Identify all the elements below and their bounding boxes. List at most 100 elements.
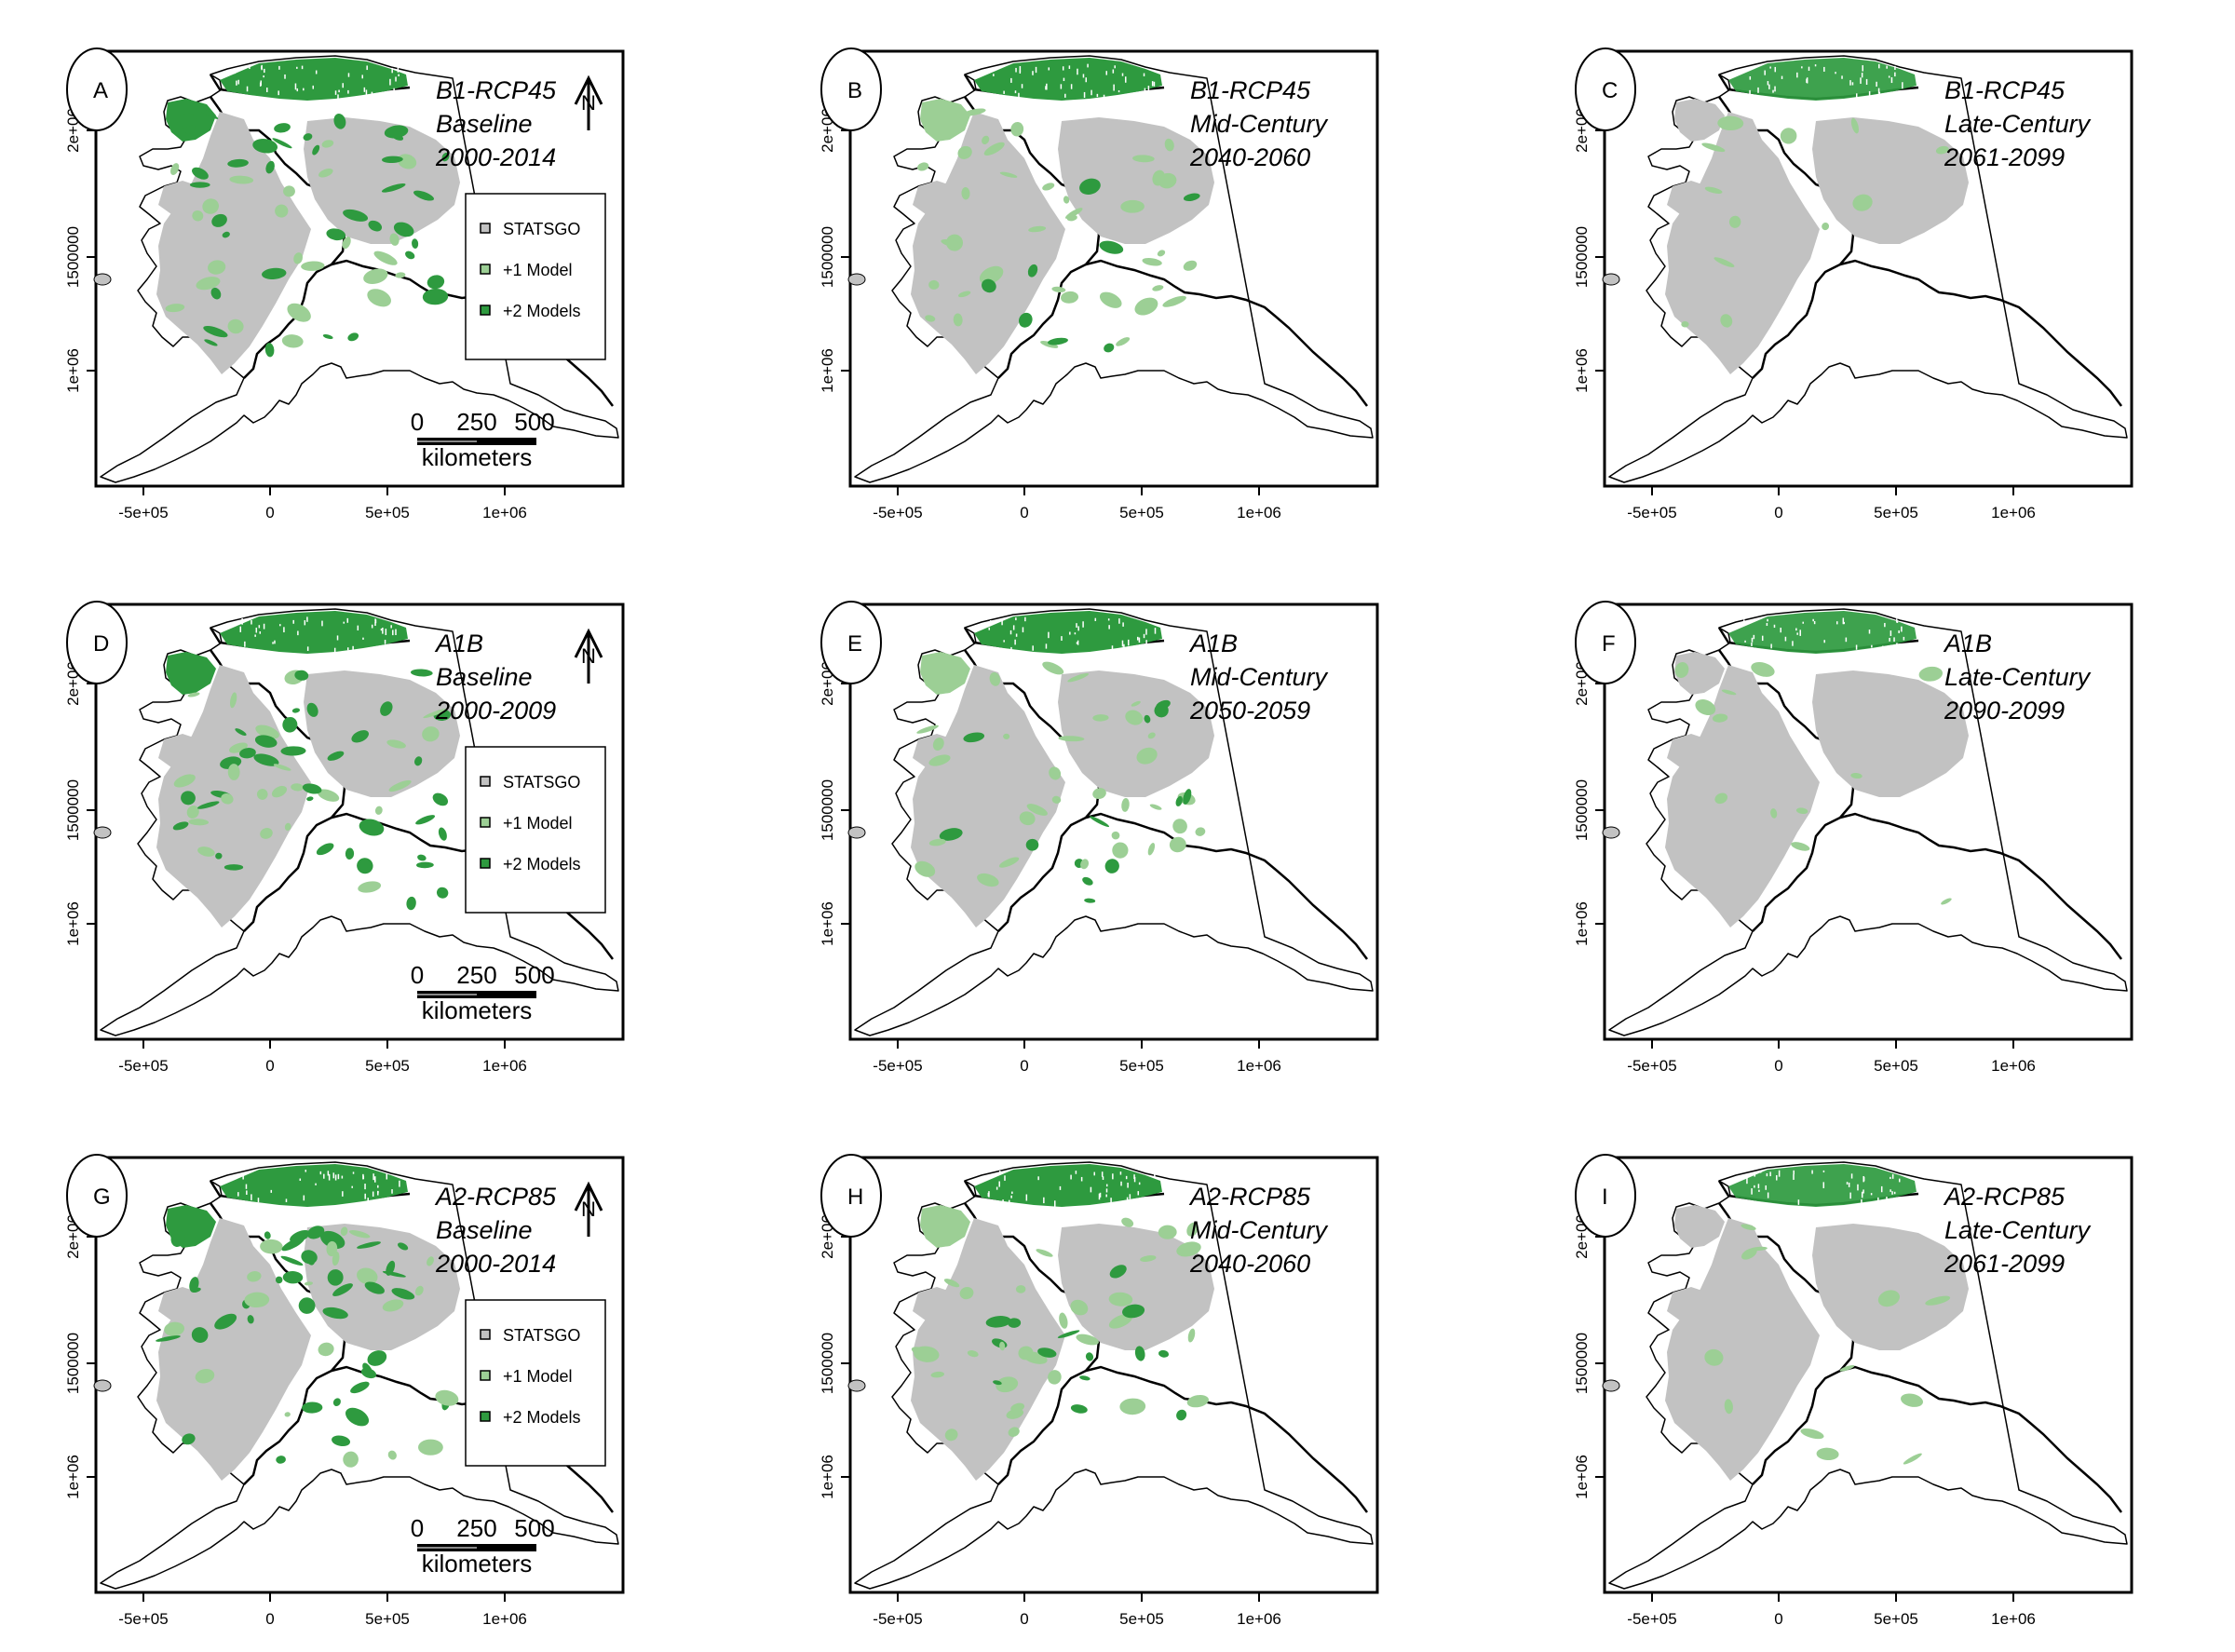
lake-gap [304,620,306,626]
lake-gap [1768,84,1770,89]
vegetation-patch [287,303,311,322]
vegetation-patch [1116,337,1131,346]
vegetation-patch [985,1316,1011,1328]
vegetation-patch [427,1256,434,1266]
x-tick-label: -5e+05 [873,1610,922,1628]
scale-tick-label: 250 [456,961,496,989]
vegetation-patch [963,108,986,116]
lake-gap [1784,636,1787,642]
vegetation-patch [272,138,292,149]
lake-gap [327,1171,330,1176]
lake-gap [342,83,344,88]
lake-gap [1061,636,1063,641]
vegetation-patch [345,847,355,860]
x-tick-label: 5e+05 [365,504,410,521]
vegetation-patch [189,182,210,188]
lake-gap [1068,65,1071,69]
lake-gap [389,78,391,86]
vegetation-patch [319,1230,345,1249]
y-tick-label: 1500000 [819,779,836,841]
vegetation-patch [1085,1352,1094,1361]
years-label: 2000-2014 [435,1250,556,1278]
vegetation-patch [1111,831,1120,840]
lake-gap [1003,90,1005,94]
vegetation-patch [1061,291,1079,304]
statsgo-area [304,117,460,244]
statsgo-area [1665,1218,1820,1481]
vegetation-patch [1750,1246,1768,1252]
vegetation-patch [955,107,962,118]
vegetation-patch [387,1450,397,1460]
panel-letter-badge: E [820,601,882,684]
vegetation-patch [1728,215,1741,228]
vegetation-patch [386,739,406,749]
lake-gap [246,86,249,92]
panel-letter: D [93,631,109,657]
lake-gap [374,621,376,627]
north-arrow: N [574,74,603,130]
vegetation-patch [244,1292,270,1308]
vegetation-patch [1147,732,1156,739]
lake-gap [264,68,265,74]
lake-gap [1849,1192,1851,1199]
lake-gap [1842,617,1845,625]
vegetation-patch [273,764,291,771]
vegetation-patch [347,332,359,342]
lake-gap [1793,1174,1795,1180]
lake-gap [1121,640,1124,647]
lake-gap [1070,1174,1072,1180]
lake-gap [1087,63,1089,68]
statsgo-area [304,670,460,797]
vegetation-patch [1027,264,1038,278]
lake-gap [1806,77,1808,84]
x-tick-label: 1e+06 [482,504,527,521]
vegetation-patch [1704,1348,1724,1366]
vegetation-patch [182,1433,196,1445]
vegetation-patch [1037,1347,1057,1358]
lake-gap [1010,1195,1012,1198]
vegetation-patch [227,158,249,168]
lake-gap [303,1195,305,1201]
legend-label: STATSGO [503,1326,580,1345]
vegetation-patch [235,728,247,737]
vegetation-patch [351,730,370,743]
panel-title: A1B Baseline 2000-2009 [434,630,556,724]
lake-gap [341,1175,344,1179]
lake-gap [1778,1170,1781,1177]
lake-gap [1125,76,1127,83]
lake-gap [237,79,239,85]
vegetation-patch [393,222,414,237]
lake-gap [1083,91,1086,98]
vegetation-patch [1121,1217,1134,1227]
lake-gap [1019,66,1022,73]
scale-unit: kilometers [422,996,532,1024]
lake-gap [306,616,308,622]
vegetation-patch [410,669,433,677]
scale-tick-label: 0 [411,961,424,989]
lake-gap [1769,66,1771,69]
lake-gap [1137,636,1139,641]
period-label: Late-Century [1944,110,2092,138]
y-tick-label: 1500000 [819,226,836,288]
lake-gap [989,620,992,624]
lake-gap [328,1173,331,1181]
x-tick-label: 1e+06 [482,1057,527,1075]
vegetation-patch [1704,186,1723,194]
lake-gap [1894,72,1896,77]
vegetation-patch [327,751,345,761]
legend-swatch [480,305,491,316]
statsgo-area [1058,117,1214,244]
vegetation-patch [362,1362,373,1378]
alaska-map [847,608,1374,1036]
vegetation-patch [343,209,369,222]
lake-gap [245,1184,248,1189]
vegetation-patch [1175,795,1183,806]
legend-swatch [480,776,491,787]
lake-gap [1886,1197,1888,1200]
seward-cover [920,652,970,695]
lake-gap [1048,67,1050,71]
y-tick-label: 1e+06 [64,1455,82,1499]
vegetation-patch [1176,1241,1201,1257]
lake-gap [1877,1197,1879,1201]
